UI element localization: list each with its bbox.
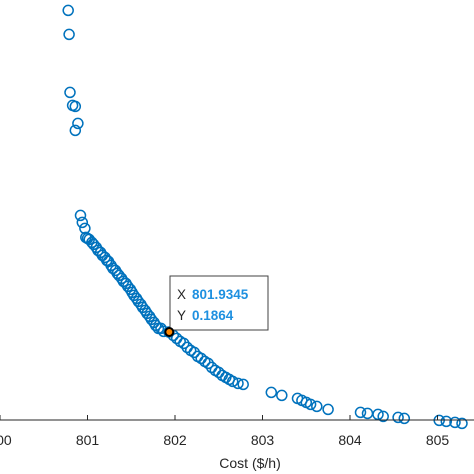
data-points — [62, 4, 468, 430]
data-point[interactable] — [456, 417, 468, 430]
data-tip-box — [169, 275, 269, 331]
data-point[interactable] — [322, 403, 334, 416]
data-point[interactable] — [265, 386, 278, 399]
data-point[interactable] — [361, 407, 374, 420]
data-tip-y-label: Y — [177, 308, 186, 323]
data-point[interactable] — [76, 216, 89, 229]
data-point[interactable] — [226, 375, 239, 388]
data-point[interactable] — [372, 408, 384, 421]
data-point[interactable] — [276, 389, 288, 402]
data-point[interactable] — [377, 410, 389, 423]
x-tick-label: 804 — [338, 432, 362, 448]
x-tick-label: 801 — [76, 432, 100, 448]
x-axis-label: Cost ($/h) — [219, 455, 280, 471]
data-point[interactable] — [69, 100, 82, 113]
data-point[interactable] — [62, 4, 74, 17]
data-point[interactable] — [237, 378, 249, 391]
data-point[interactable] — [64, 86, 76, 99]
data-point[interactable] — [398, 412, 411, 425]
x-tick-label: 803 — [251, 432, 275, 448]
data-tip-y-value: 0.1864 — [192, 308, 234, 323]
x-tick-label: 800 — [0, 432, 12, 448]
x-tick-label: 805 — [426, 432, 450, 448]
data-point[interactable] — [392, 411, 404, 424]
data-tip-x-value: 801.9345 — [192, 287, 249, 302]
data-point[interactable] — [232, 377, 244, 390]
x-tick-label: 802 — [163, 432, 187, 448]
data-point[interactable] — [63, 28, 75, 41]
data-point[interactable] — [72, 117, 84, 130]
data-tip-marker — [164, 327, 175, 337]
data-tip-x-label: X — [177, 287, 186, 302]
data-point[interactable] — [74, 209, 87, 222]
x-axis-ticks: 800 801 802 803 804 805 — [0, 415, 449, 448]
data-point[interactable] — [304, 398, 317, 411]
data-point[interactable] — [449, 416, 461, 429]
data-point[interactable] — [440, 415, 453, 428]
data-tip[interactable]: X 801.9345 Y 0.1864 — [164, 275, 269, 337]
data-point[interactable] — [69, 124, 82, 137]
data-point[interactable] — [311, 400, 323, 413]
data-point[interactable] — [354, 406, 367, 419]
